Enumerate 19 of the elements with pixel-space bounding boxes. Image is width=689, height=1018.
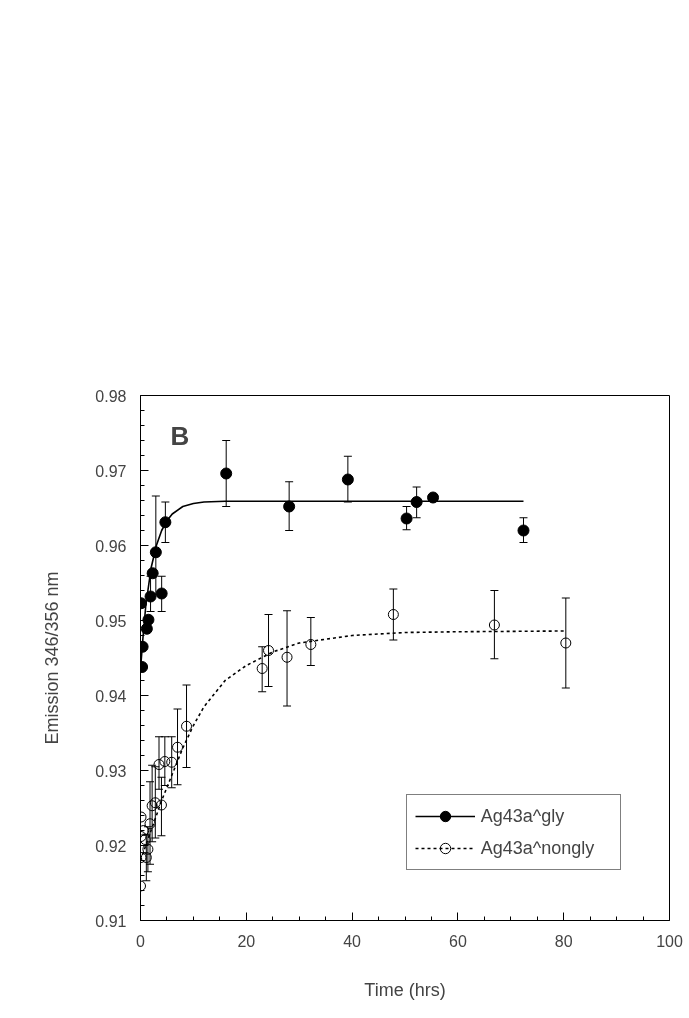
y-tick-label: 0.92 xyxy=(95,837,127,855)
y-tick-label: 0.94 xyxy=(95,687,127,705)
x-tick-label: 100 xyxy=(656,932,683,950)
x-tick-label: 20 xyxy=(237,932,256,950)
x-axis-title: Time (hrs) xyxy=(364,979,446,1000)
y-axis-title: Emission 346/356 nm xyxy=(42,571,63,745)
annotation: B xyxy=(170,420,190,451)
y-tick-label: 0.98 xyxy=(95,387,127,405)
y-tick-label: 0.91 xyxy=(95,912,127,930)
x-tick-label: 40 xyxy=(343,932,362,950)
y-tick-label: 0.93 xyxy=(95,762,127,780)
legend-label: Ag43a^gly xyxy=(480,804,566,828)
y-tick-label: 0.96 xyxy=(95,537,127,555)
x-tick-label: 80 xyxy=(554,932,573,950)
x-tick-label: 60 xyxy=(449,932,467,950)
y-tick-label: 0.95 xyxy=(95,612,127,630)
x-tick-label: 0 xyxy=(136,932,146,950)
y-tick-label: 0.97 xyxy=(95,462,127,480)
legend-label: Ag43a^nongly xyxy=(480,836,596,860)
